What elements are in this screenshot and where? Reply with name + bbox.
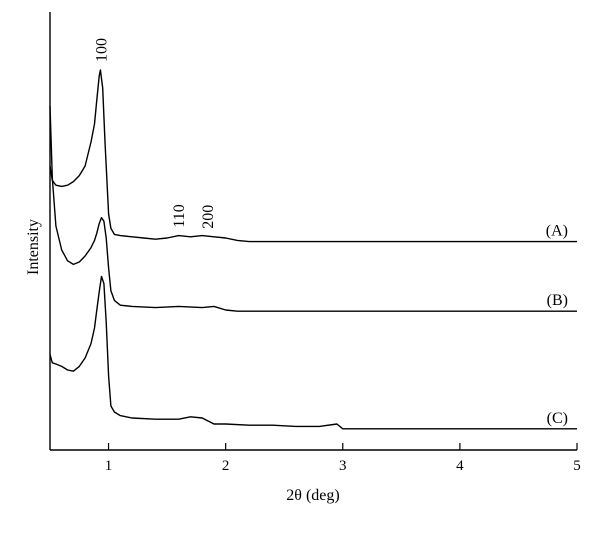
peak-labels: 100 110 200 <box>94 38 218 229</box>
peak-label: 110 <box>171 204 188 227</box>
peak-label: 200 <box>200 205 217 229</box>
x-tick-label: 2 <box>222 458 230 474</box>
x-tick-label: 1 <box>105 458 113 474</box>
series-label-c: (C) <box>547 410 568 427</box>
series-group <box>49 69 577 430</box>
x-tick-label: 3 <box>339 458 347 474</box>
series-line-b <box>49 105 577 312</box>
series-labels: (A) (B) (C) <box>546 223 568 427</box>
x-axis-title: 2θ (deg) <box>286 487 339 504</box>
series-label-a: (A) <box>546 223 568 240</box>
x-tick-label: 4 <box>456 458 464 474</box>
peak-label: 100 <box>94 38 111 62</box>
x-ticks: 1 2 3 4 5 <box>105 443 581 474</box>
series-line-c <box>49 275 577 430</box>
x-tick-label: 5 <box>573 458 581 474</box>
y-axis-title: Intensity <box>25 219 42 275</box>
series-line-a <box>49 69 577 243</box>
series-label-b: (B) <box>547 292 568 309</box>
axes <box>49 12 577 451</box>
